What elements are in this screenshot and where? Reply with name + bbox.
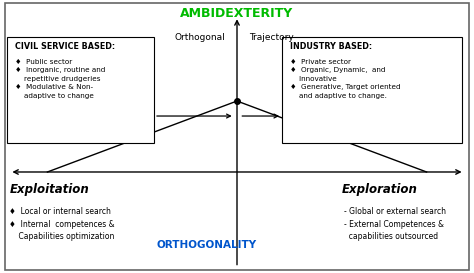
FancyBboxPatch shape (282, 37, 462, 143)
Text: Trajectory: Trajectory (249, 33, 293, 42)
Text: ♦  Local or internal search
♦  Internal  competences &
    Capabilities optimiza: ♦ Local or internal search ♦ Internal co… (9, 207, 115, 242)
Text: - Global or external search
- External Competences &
  capabilities outsourced: - Global or external search - External C… (344, 207, 446, 242)
Text: ♦  Public sector
♦  Inorganic, routine and
    repetitive drudgeries
♦  Modulati: ♦ Public sector ♦ Inorganic, routine and… (15, 59, 106, 99)
Text: INDUSTRY BASED:: INDUSTRY BASED: (290, 42, 372, 51)
Text: ORTHOGONALITY: ORTHOGONALITY (156, 240, 256, 250)
Text: AMBIDEXTERITY: AMBIDEXTERITY (181, 7, 293, 20)
Text: Exploration: Exploration (341, 183, 417, 196)
Text: Exploitation: Exploitation (9, 183, 89, 196)
Text: Orthogonal: Orthogonal (174, 33, 225, 42)
Text: ♦  Private sector
♦  Organic, Dynamic,  and
    Innovative
♦  Generative, Target: ♦ Private sector ♦ Organic, Dynamic, and… (290, 59, 401, 99)
FancyBboxPatch shape (7, 37, 154, 143)
Text: CIVIL SERVICE BASED:: CIVIL SERVICE BASED: (15, 42, 115, 51)
